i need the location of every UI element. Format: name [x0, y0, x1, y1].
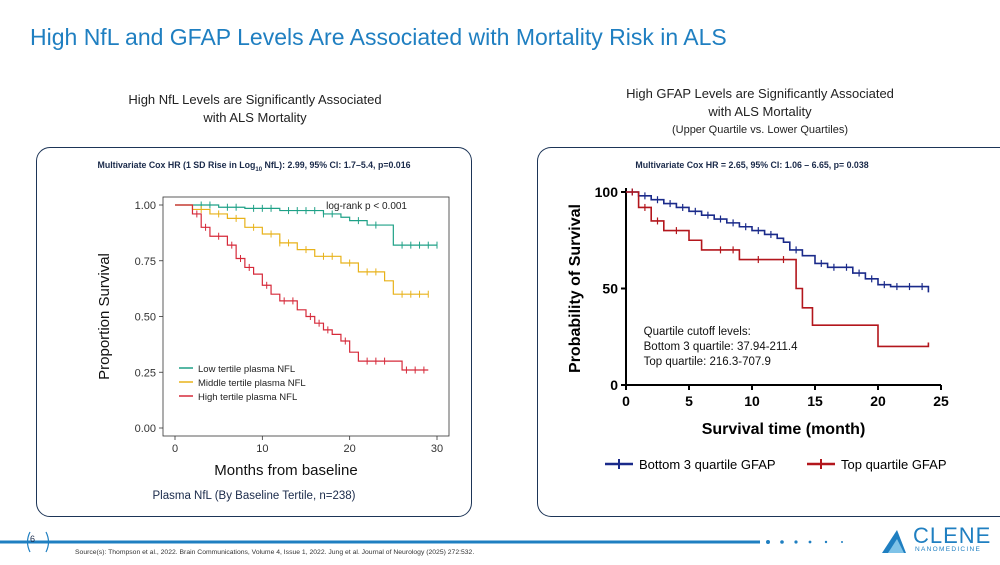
left-subtitle-line2: with ALS Mortality [203, 110, 307, 125]
x-axis-label: Months from baseline [214, 462, 357, 479]
cutoff-annotation-line: Top quartile: 216.3-707.9 [644, 356, 771, 368]
left-hr-suffix: NfL): 2.99, 95% CI: 1.7–5.4, p=0.016 [262, 160, 411, 170]
right-hr-text: Multivariate Cox HR = 2.65, 95% CI: 1.06… [635, 160, 869, 170]
company-logo: CLENE [913, 523, 992, 548]
y-tick-label: 100 [595, 184, 619, 200]
y-tick-label: 0 [610, 377, 618, 393]
footer-decoration [0, 530, 906, 553]
x-tick-label: 15 [807, 393, 823, 409]
gfap-survival-chart: 0 50 100 0 5 10 15 20 25 Survival time (month) Pro… [567, 184, 949, 472]
y-tick-label: 0.00 [135, 423, 156, 435]
nfl-survival-chart: 0.00 0.25 0.50 0.75 1.00 0 10 20 30 Months from b… [96, 196, 450, 479]
footer-dots [766, 540, 843, 544]
left-hr-text: Multivariate Cox HR (1 SD Rise in Log10 … [37, 160, 471, 173]
source-citation: Source(s): Thompson et al., 2022. Brain … [75, 549, 475, 556]
x-tick-label: 10 [256, 443, 268, 455]
x-tick-label: 5 [685, 393, 693, 409]
x-tick-label: 0 [172, 443, 178, 455]
x-tick-label: 30 [431, 443, 443, 455]
legend-label-bottom-3-quartile-gfap: Bottom 3 quartile GFAP [639, 457, 776, 472]
x-tick-label: 25 [933, 393, 949, 409]
y-tick-label: 0.50 [135, 312, 156, 324]
y-axis-label: Proportion Survival [96, 253, 113, 380]
left-subtitle-line1: High NfL Levels are Significantly Associ… [128, 92, 382, 107]
bottom-3-quartile-gfap-curve [626, 191, 930, 293]
logo-icon [882, 530, 906, 553]
left-hr-subscript: 10 [255, 166, 263, 173]
y-tick-label: 50 [602, 281, 618, 297]
right-subtitle-line2: with ALS Mortality [708, 104, 812, 119]
cutoff-annotation-line: Quartile cutoff levels: [644, 326, 751, 338]
left-hr-prefix: Multivariate Cox HR (1 SD Rise in Log [97, 160, 256, 170]
legend-label-high-tertile-plasma-nfl: High tertile plasma NFL [198, 392, 297, 403]
x-tick-label: 0 [622, 393, 630, 409]
page-title: High NfL and GFAP Levels Are Associated … [30, 24, 727, 50]
company-logo-sub: NANOMEDICINE [915, 546, 982, 553]
left-caption: Plasma NfL (By Baseline Tertile, n=238) [152, 490, 356, 502]
page-number: 6 [30, 534, 36, 544]
y-tick-label: 0.25 [135, 367, 156, 379]
right-subtitle-line3: (Upper Quartile vs. Lower Quartiles) [671, 124, 849, 136]
legend-label-low-tertile-plasma-nfl: Low tertile plasma NFL [198, 364, 295, 375]
y-axis-label: Probability of Survival [567, 204, 584, 373]
logrank-annotation: log-rank p < 0.001 [326, 201, 407, 212]
cutoff-annotation-line: Bottom 3 quartile: 37.94-211.4 [644, 341, 798, 353]
left-chart-panel: Multivariate Cox HR (1 SD Rise in Log10 … [36, 147, 472, 517]
x-tick-label: 10 [744, 393, 760, 409]
right-chart-panel: Multivariate Cox HR = 2.65, 95% CI: 1.06… [537, 147, 1000, 517]
x-axis-label: Survival time (month) [702, 421, 866, 438]
x-tick-label: 20 [870, 393, 886, 409]
y-tick-label: 1.00 [135, 200, 156, 212]
right-subtitle: High GFAP Levels are Significantly Assoc… [580, 85, 940, 139]
right-subtitle-line1: High GFAP Levels are Significantly Assoc… [626, 86, 894, 101]
legend-label-top-quartile-gfap: Top quartile GFAP [841, 457, 947, 472]
left-subtitle: High NfL Levels are Significantly Associ… [95, 91, 415, 127]
top-quartile-gfap-curve [626, 191, 930, 348]
y-tick-label: 0.75 [135, 256, 156, 268]
x-tick-label: 20 [344, 443, 356, 455]
legend-label-middle-tertile-plasma-nfl: Middle tertile plasma NFL [198, 378, 306, 389]
